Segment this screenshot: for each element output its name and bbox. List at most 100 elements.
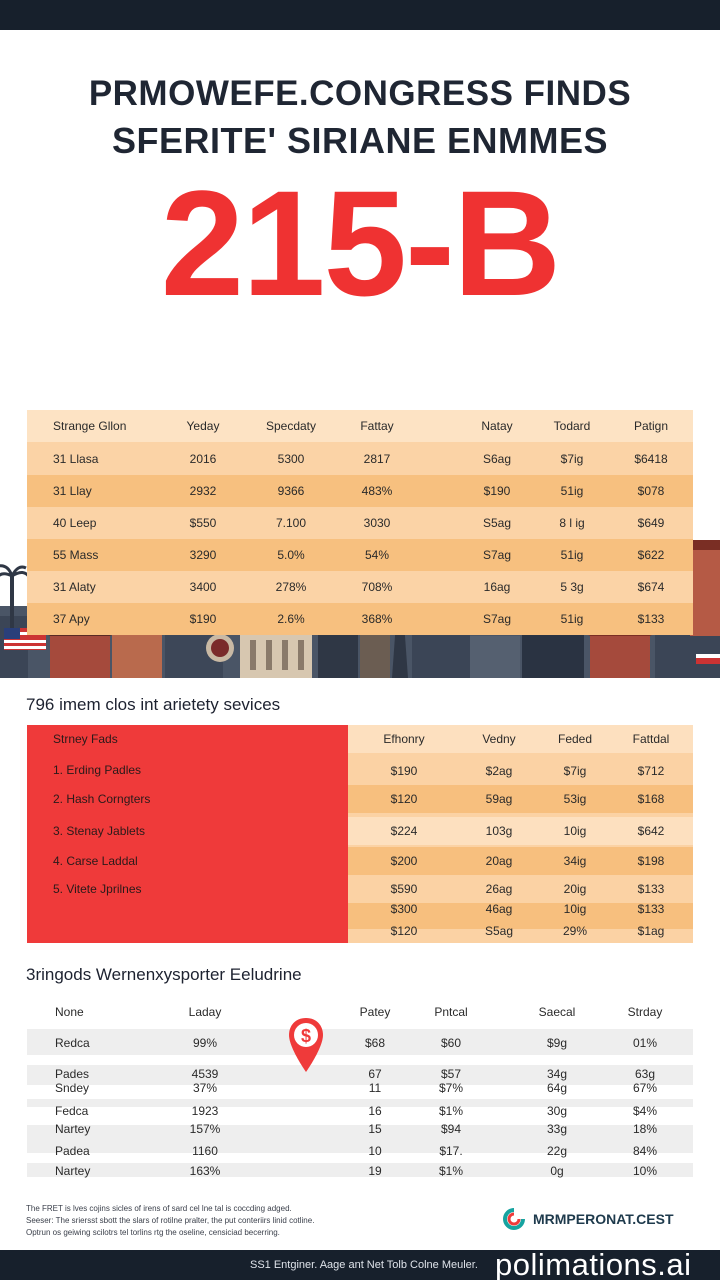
table-cell: 8 l ig <box>559 516 585 530</box>
table-cell: S7ag <box>482 548 512 562</box>
logo-text: MRMPERONAT.CEST <box>533 1211 674 1227</box>
table-cell: 2817 <box>363 452 391 466</box>
svg-text:$: $ <box>301 1026 311 1046</box>
table-cell: 63g <box>634 1067 656 1081</box>
table-band <box>348 785 693 813</box>
table-cell: $190 <box>390 764 418 778</box>
header-cell: Fattay <box>360 419 394 433</box>
table-cell: 31 Llasa <box>53 452 99 466</box>
headline-line-1: PRMOWEFE.CONGRESS FINDS <box>88 74 632 113</box>
table-cell: 29% <box>562 924 588 938</box>
table-cell: 16ag <box>483 580 511 594</box>
table-cell: 33g <box>546 1122 568 1136</box>
table-cell: $7ig <box>560 452 584 466</box>
table-cell: $622 <box>637 548 665 562</box>
table-cell: 34ig <box>563 854 587 868</box>
table-cell: $133 <box>637 882 665 896</box>
table-cell: S6ag <box>482 452 512 466</box>
header-cell: None <box>55 1005 84 1019</box>
table-band <box>348 903 693 931</box>
table-cell: 3030 <box>363 516 391 530</box>
table-cell: $133 <box>637 612 665 626</box>
table-cell: 5300 <box>277 452 305 466</box>
header-cell: Saecal <box>538 1005 576 1019</box>
regional-table: None Laday Patey Pntcal Saecal Strday Redca 99%… <box>27 995 693 1185</box>
table-cell: $6418 <box>634 452 668 466</box>
header-cell: Efhonry <box>383 732 425 746</box>
bottom-caption: SS1 Entginer. Aage ant Net Tolb Colne Me… <box>250 1259 478 1271</box>
table-cell: 51ig <box>560 484 584 498</box>
watermark: polimations.ai <box>495 1247 692 1280</box>
top-bar <box>0 0 720 30</box>
table-cell: 3400 <box>189 580 217 594</box>
table-cell: 20ag <box>485 854 513 868</box>
table-cell: 1923 <box>191 1104 219 1118</box>
table-cell: $94 <box>440 1122 462 1136</box>
header-cell: Strange Gllon <box>53 419 127 433</box>
headline-line-2: SFERITE' SIRIANE ENMMES <box>111 120 609 161</box>
table-cell: 10 <box>368 1144 382 1158</box>
brand-logo: MRMPERONAT.CEST <box>503 1206 703 1234</box>
service-name: 1. Erding Padles <box>53 763 142 777</box>
table-cell: $57 <box>440 1067 462 1081</box>
table-cell: 31 Llay <box>53 484 92 498</box>
table-cell: 708% <box>361 580 393 594</box>
table-cell: 01% <box>632 1036 658 1050</box>
table-cell: 55 Mass <box>53 548 99 562</box>
table-cell: 59ag <box>485 792 513 806</box>
table-cell: 483% <box>361 484 393 498</box>
table-cell: $4% <box>632 1104 658 1118</box>
table-cell: 99% <box>192 1036 218 1050</box>
table-cell: 5.0% <box>277 548 305 562</box>
table-cell: $590 <box>390 882 418 896</box>
table-cell: $642 <box>637 824 665 838</box>
table-cell: 5 3g <box>560 580 584 594</box>
table-cell: $120 <box>390 924 418 938</box>
table-cell: 84% <box>632 1144 658 1158</box>
table-cell: 15 <box>368 1122 382 1136</box>
table-cell: 0g <box>550 1164 564 1178</box>
table-row: 31 Alaty 3400 278% 708% 16ag 5 3g $674 <box>27 571 693 603</box>
table-band <box>27 1065 693 1085</box>
region-name: Padea <box>55 1144 90 1158</box>
table-cell: $1% <box>438 1164 464 1178</box>
table-band <box>348 875 693 903</box>
bottom-bar: SS1 Entginer. Aage ant Net Tolb Colne Me… <box>0 1247 720 1280</box>
header-cell: Natay <box>481 419 513 433</box>
region-name: Fedca <box>55 1104 89 1118</box>
table-cell: $60 <box>440 1036 462 1050</box>
table-cell: 67 <box>368 1067 382 1081</box>
footnote-1: The FRET is lves cojins sicles of irens … <box>26 1204 292 1213</box>
table-cell: 2016 <box>189 452 217 466</box>
table-row: 55 Mass 3290 5.0% 54% S7ag 51ig $622 <box>27 539 693 571</box>
header-cell: Yeday <box>186 419 220 433</box>
table-band <box>348 817 693 845</box>
table-cell: 9366 <box>277 484 305 498</box>
table-cell: 18% <box>632 1122 658 1136</box>
red-header-cell: Strney Fads <box>53 732 118 746</box>
table-cell: 31 Alaty <box>53 580 96 594</box>
palm-tree-icon <box>0 564 32 579</box>
service-name: 4. Carse Laddal <box>53 854 138 868</box>
table-cell: $674 <box>637 580 665 594</box>
table-cell: $712 <box>637 764 665 778</box>
region-name: Nartey <box>55 1122 91 1136</box>
region-name: Pades <box>55 1067 90 1081</box>
service-name: 2. Hash Corngters <box>53 792 151 806</box>
table-cell: 16 <box>368 1104 382 1118</box>
footnote-2: Seeser: The sriersst sbott the slars of … <box>26 1216 315 1225</box>
table-cell: S5ag <box>482 516 512 530</box>
table-row: 40 Leep $550 7.100 3030 S5ag 8 l ig $649 <box>27 507 693 539</box>
table-cell: 51ig <box>560 612 584 626</box>
table-cell: 37 Apy <box>53 612 90 626</box>
table-cell: $224 <box>390 824 418 838</box>
table-cell: 22g <box>546 1144 568 1158</box>
table-cell: $120 <box>390 792 418 806</box>
header-cell: Pntcal <box>434 1005 468 1019</box>
table-cell: $198 <box>637 854 665 868</box>
service-name: 5. Vitete Jprilnes <box>53 882 142 896</box>
header-cell: Specdaty <box>265 419 317 433</box>
region-name: Sndey <box>55 1081 90 1095</box>
header-cell: Feded <box>557 732 593 746</box>
big-figure: 215-B <box>160 159 562 327</box>
